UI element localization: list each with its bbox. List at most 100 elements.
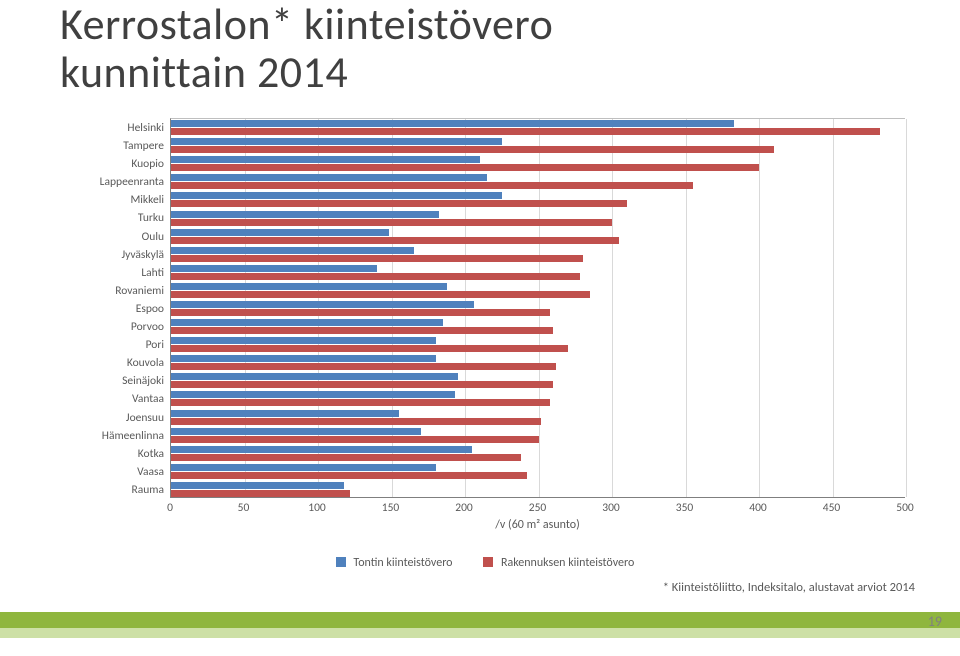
category-label: Rovaniemi xyxy=(56,282,164,300)
bar-tontin xyxy=(171,120,734,127)
bar-rakennus xyxy=(171,454,521,461)
chart-row: Vaasa xyxy=(171,463,905,481)
chart-row: Hämeenlinna xyxy=(171,427,905,445)
bar-group xyxy=(171,156,905,172)
chart-row: Seinäjoki xyxy=(171,372,905,390)
bar-tontin xyxy=(171,391,455,398)
bar-rakennus xyxy=(171,200,627,207)
bar-rakennus xyxy=(171,182,693,189)
bar-group xyxy=(171,138,905,154)
bar-group xyxy=(171,319,905,335)
chart-row: Lahti xyxy=(171,264,905,282)
gridline xyxy=(906,119,907,497)
footer-band xyxy=(0,612,960,638)
bar-tontin xyxy=(171,482,344,489)
x-tick-label: 0 xyxy=(167,501,173,515)
bar-rakennus xyxy=(171,490,350,497)
bar-tontin xyxy=(171,211,439,218)
bar-rakennus xyxy=(171,345,568,352)
category-label: Vantaa xyxy=(56,390,164,408)
bar-tontin xyxy=(171,156,480,163)
page-number: 19 xyxy=(928,613,942,630)
x-tick-label: 400 xyxy=(749,501,767,515)
bar-tontin xyxy=(171,464,436,471)
bar-group xyxy=(171,301,905,317)
plot-area: HelsinkiTampereKuopioLappeenrantaMikkeli… xyxy=(170,118,905,498)
bar-tontin xyxy=(171,301,474,308)
swatch-tontin xyxy=(336,557,346,567)
x-tick-label: 200 xyxy=(455,501,473,515)
category-label: Kotka xyxy=(56,445,164,463)
bar-tontin xyxy=(171,446,472,453)
bar-tontin xyxy=(171,283,447,290)
bar-group xyxy=(171,174,905,190)
category-label: Tampere xyxy=(56,137,164,155)
footnote: * Kiinteistöliitto, Indeksitalo, alustav… xyxy=(663,580,915,595)
bar-rakennus xyxy=(171,273,580,280)
chart-row: Pori xyxy=(171,336,905,354)
category-label: Lahti xyxy=(56,264,164,282)
bar-group xyxy=(171,428,905,444)
x-tick-label: 250 xyxy=(529,501,547,515)
category-label: Turku xyxy=(56,209,164,227)
title-line-2: kunnittain 2014 xyxy=(60,45,348,99)
bar-group xyxy=(171,482,905,498)
bar-rakennus xyxy=(171,472,527,479)
chart-row: Kuopio xyxy=(171,155,905,173)
bar-group xyxy=(171,192,905,208)
bar-group xyxy=(171,247,905,263)
bar-rakennus xyxy=(171,237,619,244)
category-label: Kuopio xyxy=(56,155,164,173)
category-label: Porvoo xyxy=(56,318,164,336)
legend: Tontin kiinteistövero Rakennuksen kiinte… xyxy=(60,556,910,570)
category-label: Kouvola xyxy=(56,354,164,372)
category-label: Vaasa xyxy=(56,463,164,481)
bar-group xyxy=(171,373,905,389)
chart-row: Kotka xyxy=(171,445,905,463)
bar-rakennus xyxy=(171,291,590,298)
x-tick-label: 50 xyxy=(238,501,250,515)
legend-label-rakennus: Rakennuksen kiinteistövero xyxy=(501,556,634,570)
x-tick-label: 450 xyxy=(823,501,841,515)
bar-tontin xyxy=(171,319,443,326)
category-label: Mikkeli xyxy=(56,191,164,209)
x-axis-title: /v (60 m² asunto) xyxy=(170,518,905,532)
x-tick-label: 100 xyxy=(308,501,326,515)
bar-rakennus xyxy=(171,219,612,226)
bar-tontin xyxy=(171,138,502,145)
title-line-1: Kerrostalon* kiinteistövero xyxy=(60,0,553,51)
chart-row: Kouvola xyxy=(171,354,905,372)
chart-row: Vantaa xyxy=(171,390,905,408)
category-label: Espoo xyxy=(56,300,164,318)
bar-tontin xyxy=(171,373,458,380)
category-label: Pori xyxy=(56,336,164,354)
bar-tontin xyxy=(171,247,414,254)
bar-rakennus xyxy=(171,399,550,406)
x-tick-label: 300 xyxy=(602,501,620,515)
bar-rakennus xyxy=(171,381,553,388)
legend-item-tontin: Tontin kiinteistövero xyxy=(336,556,453,570)
bar-group xyxy=(171,391,905,407)
chart-row: Joensuu xyxy=(171,409,905,427)
x-axis: 050100150200250300350400450500 xyxy=(170,498,905,518)
bar-group xyxy=(171,229,905,245)
bar-tontin xyxy=(171,428,421,435)
category-label: Seinäjoki xyxy=(56,372,164,390)
bar-group xyxy=(171,120,905,136)
bar-tontin xyxy=(171,174,487,181)
bar-tontin xyxy=(171,265,377,272)
chart-row: Jyväskylä xyxy=(171,246,905,264)
bar-rakennus xyxy=(171,164,759,171)
category-label: Rauma xyxy=(56,481,164,499)
category-label: Hämeenlinna xyxy=(56,427,164,445)
bar-rakennus xyxy=(171,128,880,135)
category-label: Lappeenranta xyxy=(56,173,164,191)
bar-tontin xyxy=(171,192,502,199)
bar-rakennus xyxy=(171,309,550,316)
bar-group xyxy=(171,265,905,281)
slide: Kerrostalon* kiinteistövero kunnittain 2… xyxy=(0,0,960,656)
x-tick-label: 500 xyxy=(896,501,914,515)
bar-rakennus xyxy=(171,146,774,153)
category-label: Oulu xyxy=(56,228,164,246)
swatch-rakennus xyxy=(483,557,493,567)
